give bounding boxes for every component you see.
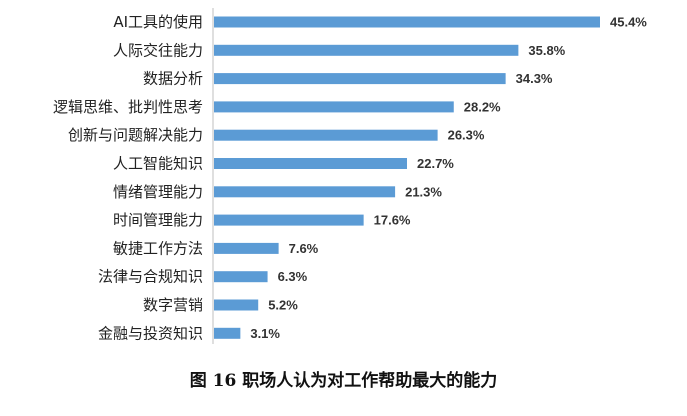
bar: [214, 129, 438, 141]
value-label: 34.3%: [516, 71, 553, 86]
value-label: 7.6%: [289, 241, 319, 256]
figure-caption: 图 16 职场人认为对工作帮助最大的能力: [189, 371, 498, 391]
bar: [214, 73, 506, 85]
bar: [214, 158, 407, 169]
category-label: 敏捷工作方法: [113, 239, 203, 257]
category-label: 人工智能知识: [113, 155, 203, 173]
category-label: 法律与合规知识: [98, 268, 203, 286]
value-label: 45.4%: [610, 15, 647, 30]
category-label: 人际交往能力: [113, 41, 203, 59]
value-label: 6.3%: [278, 269, 308, 284]
value-label: 3.1%: [250, 326, 280, 341]
bar: [214, 327, 241, 339]
value-label: 28.2%: [464, 99, 501, 114]
bar: [214, 214, 364, 226]
value-label: 21.3%: [405, 184, 442, 199]
bar: [214, 16, 600, 28]
category-label: 金融与投资知识: [98, 324, 203, 342]
category-label: 数字营销: [143, 296, 203, 314]
value-label: 22.7%: [417, 156, 454, 171]
value-label: 17.6%: [374, 213, 411, 228]
bar: [214, 101, 454, 113]
bar: [214, 271, 268, 283]
category-label: 逻辑思维、批判性思考: [53, 98, 203, 116]
bar: [214, 186, 396, 198]
bar: [214, 299, 259, 311]
bar-chart: AI工具的使用 45.4% 人际交往能力 35.8% 数据分析 34.3% 逻辑思维、批判性…: [53, 8, 647, 344]
category-label: 创新与问题解决能力: [68, 126, 203, 144]
bar: [214, 242, 279, 254]
category-label: 数据分析: [143, 70, 203, 88]
bar: [214, 44, 519, 56]
category-label: AI工具的使用: [113, 13, 203, 31]
value-label: 26.3%: [448, 128, 485, 143]
value-label: 35.8%: [528, 43, 565, 58]
value-label: 5.2%: [268, 298, 298, 313]
category-label: 情绪管理能力: [113, 183, 203, 201]
category-label: 时间管理能力: [113, 211, 203, 229]
